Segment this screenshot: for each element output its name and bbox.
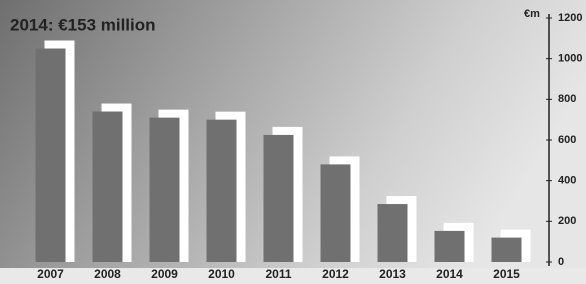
x-tick-label: 2010 [208, 267, 235, 281]
bar [435, 231, 465, 262]
bar [492, 238, 522, 262]
page: 2014: €153 million €m 0 200 400 600 800 1000 1… [0, 0, 586, 284]
chart-subtitle: 2014: €153 million [10, 15, 156, 34]
y-axis-label: €m [524, 8, 540, 20]
x-tick-label: 2011 [265, 267, 291, 281]
bar [378, 204, 408, 262]
y-tick-label: 0 [558, 256, 564, 268]
bar [36, 49, 66, 263]
x-tick-label: 2014 [436, 267, 463, 281]
y-tick-label: 600 [558, 134, 576, 146]
y-tick-label: 1000 [558, 53, 582, 65]
y-tick-label: 1200 [558, 12, 582, 24]
chart: 2014: €153 million €m 0 200 400 600 800 1000 1… [0, 0, 586, 284]
y-tick-label: 400 [558, 175, 576, 187]
y-tick-label: 800 [558, 93, 576, 105]
y-tick-label: 200 [558, 215, 576, 227]
bar [150, 118, 180, 262]
bar [264, 135, 294, 262]
x-tick-label: 2007 [37, 267, 64, 281]
bar [93, 112, 123, 262]
x-tick-label: 2008 [94, 267, 121, 281]
bar [207, 120, 237, 262]
x-tick-label: 2012 [322, 267, 349, 281]
x-tick-label: 2013 [379, 267, 406, 281]
bar [321, 164, 351, 262]
x-tick-label: 2015 [493, 267, 520, 281]
x-tick-label: 2009 [151, 267, 178, 281]
